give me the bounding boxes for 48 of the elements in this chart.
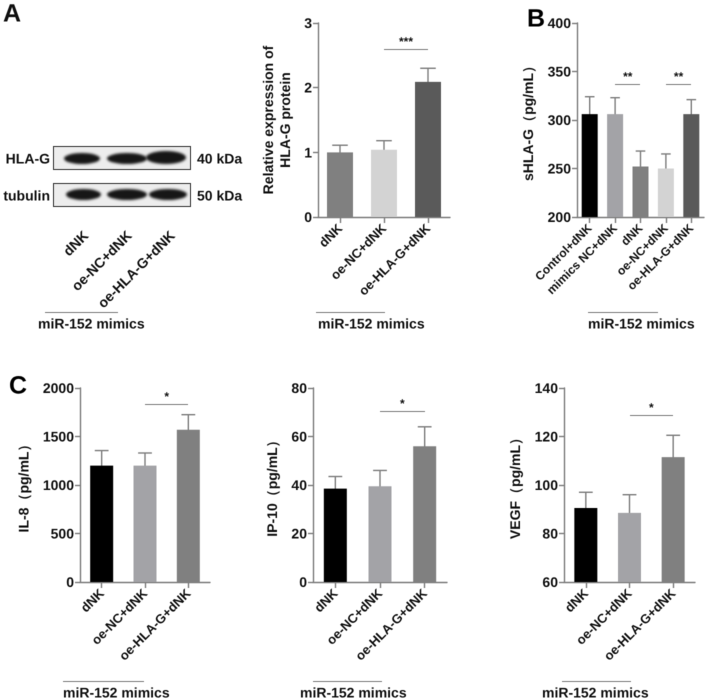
y-axis-title: VEGF（pg/mL） (507, 430, 524, 540)
text: miR-152 mimics (300, 684, 407, 700)
y-tick-label: 1000 (42, 477, 74, 493)
y-tick-label: 140 (534, 380, 558, 396)
y-tick-label: 1500 (42, 428, 74, 444)
y-tick-label: 100 (534, 477, 558, 493)
y-tick-label: 1 (304, 144, 312, 160)
y-tick-label: 40 (291, 477, 308, 493)
y-tick-label: 120 (534, 428, 558, 444)
y-tick-label: 60 (291, 428, 308, 444)
text: 50 kDa (197, 187, 242, 204)
y-tick-label: 200 (548, 209, 572, 225)
y-tick-label: 0 (66, 574, 74, 590)
y-axis-title: Relative expression of HLA-G protein (260, 45, 293, 194)
annotation: *** (398, 34, 414, 49)
y-tick-label: 2000 (42, 380, 74, 396)
text: tubulin (3, 187, 50, 204)
y-tick-label: 500 (50, 526, 74, 542)
y-tick-label: 250 (548, 160, 572, 176)
y-tick-label: 350 (548, 64, 572, 80)
y-tick-label: 80 (542, 526, 558, 542)
text: miR-152 mimics (318, 315, 425, 332)
y-tick-label: 0 (304, 209, 312, 225)
y-axis-title: IL-8（pg/mL） (15, 438, 32, 532)
y-axis-title: IP-10（pg/mL） (264, 433, 280, 537)
text: A (3, 0, 22, 28)
y-tick-label: 60 (542, 574, 558, 590)
y-tick-label: 20 (291, 526, 308, 542)
annotation: ** (674, 69, 684, 84)
y-tick-label: 2 (304, 80, 312, 96)
y-tick-label: 400 (548, 15, 572, 31)
annotation: * (164, 389, 169, 404)
text: miR-152 mimics (38, 315, 145, 332)
text: miR-152 mimics (542, 684, 649, 700)
text: HLA-G (6, 150, 50, 167)
y-tick-label: 300 (548, 112, 572, 128)
y-tick-label: 3 (304, 15, 312, 31)
y-axis-title: sHLA-G（pg/mL） (520, 58, 536, 182)
annotation: * (648, 400, 654, 415)
y-tick-label: 0 (299, 574, 308, 590)
chart-title: C (9, 372, 28, 400)
text: 40 kDa (197, 150, 242, 167)
y-tick-label: 80 (291, 380, 308, 396)
text: miR-152 mimics (588, 315, 695, 332)
annotation: * (400, 396, 405, 411)
annotation: ** (623, 69, 632, 84)
chart-title: B (527, 4, 546, 32)
text: miR-152 mimics (63, 684, 170, 700)
